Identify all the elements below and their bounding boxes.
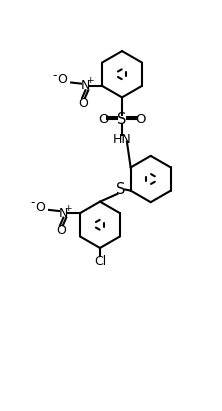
Text: -: -: [53, 69, 57, 82]
Text: -: -: [30, 196, 35, 209]
Text: +: +: [86, 76, 93, 85]
Text: +: +: [63, 204, 71, 213]
Text: O: O: [35, 201, 45, 214]
Text: O: O: [136, 113, 146, 126]
Text: O: O: [98, 113, 109, 126]
Text: N: N: [59, 207, 68, 220]
Text: N: N: [81, 79, 90, 92]
Text: O: O: [78, 97, 88, 110]
Text: S: S: [116, 182, 125, 197]
Text: HN: HN: [113, 133, 131, 146]
Text: S: S: [117, 112, 127, 127]
Text: O: O: [56, 224, 66, 238]
Text: O: O: [57, 73, 67, 86]
Text: Cl: Cl: [94, 255, 106, 268]
